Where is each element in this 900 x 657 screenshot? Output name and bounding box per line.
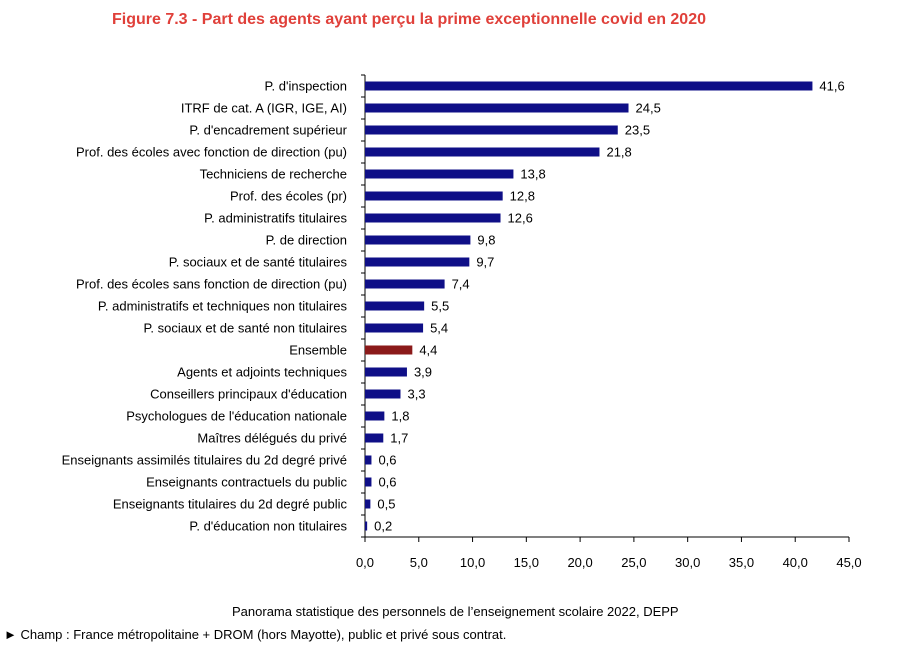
- bar: [365, 323, 424, 333]
- category-label: Agents et adjoints techniques: [177, 365, 347, 380]
- bar: [365, 103, 629, 113]
- value-label: 13,8: [520, 167, 545, 182]
- x-tick-label: 0,0: [356, 555, 374, 570]
- category-label: Prof. des écoles sans fonction de direct…: [76, 277, 347, 292]
- x-tick-label: 35,0: [729, 555, 754, 570]
- bar: [365, 411, 385, 421]
- value-label: 1,8: [391, 409, 409, 424]
- category-label: Enseignants assimilés titulaires du 2d d…: [62, 453, 347, 468]
- category-label: P. administratifs et techniques non titu…: [98, 299, 348, 314]
- bar: [365, 257, 470, 267]
- bar: [365, 169, 514, 179]
- category-label: P. d'encadrement supérieur: [189, 123, 347, 138]
- value-label: 1,7: [390, 431, 408, 446]
- bar: [365, 235, 471, 245]
- category-label: Prof. des écoles avec fonction de direct…: [76, 145, 347, 160]
- category-label: P. de direction: [266, 233, 347, 248]
- value-label: 24,5: [636, 101, 661, 116]
- bar: [365, 279, 445, 289]
- source-note: Panorama statistique des personnels de l…: [232, 604, 679, 619]
- bar: [365, 147, 600, 157]
- category-label: P. sociaux et de santé non titulaires: [143, 321, 347, 336]
- category-label: Conseillers principaux d'éducation: [150, 387, 347, 402]
- bar: [365, 433, 384, 443]
- bar: [365, 499, 371, 509]
- value-label: 3,3: [407, 387, 425, 402]
- bar: [365, 81, 813, 91]
- category-label: Techniciens de recherche: [200, 167, 347, 182]
- bar: [365, 345, 413, 355]
- x-tick-label: 40,0: [783, 555, 808, 570]
- category-label: ITRF de cat. A (IGR, IGE, AI): [181, 101, 347, 116]
- x-tick-label: 20,0: [567, 555, 592, 570]
- x-tick-label: 15,0: [514, 555, 539, 570]
- x-tick-label: 45,0: [836, 555, 861, 570]
- value-label: 3,9: [414, 365, 432, 380]
- category-label: P. administratifs titulaires: [204, 211, 347, 226]
- bar: [365, 477, 372, 487]
- value-label: 9,7: [476, 255, 494, 270]
- chart-title: Figure 7.3 - Part des agents ayant perçu…: [112, 11, 706, 28]
- value-label: 9,8: [477, 233, 495, 248]
- value-label: 5,4: [430, 321, 448, 336]
- chart-bars: [365, 81, 813, 531]
- bar: [365, 389, 401, 399]
- category-label: P. d'inspection: [265, 79, 347, 94]
- bar: [365, 521, 368, 531]
- category-label: Enseignants titulaires du 2d degré publi…: [113, 497, 348, 512]
- bar: [365, 125, 618, 135]
- bar-chart: 0,0 5,0 10,0 15,0 20,0 25,0 30,0 35,0 40,0 45,0 P…: [62, 74, 862, 570]
- x-tick-label: 25,0: [621, 555, 646, 570]
- category-label: P. sociaux et de santé titulaires: [169, 255, 348, 270]
- bar: [365, 301, 425, 311]
- bar: [365, 213, 501, 223]
- x-tick-label: 30,0: [675, 555, 700, 570]
- value-label: 0,2: [374, 519, 392, 534]
- x-tick-label: 10,0: [460, 555, 485, 570]
- value-label: 0,5: [377, 497, 395, 512]
- scope-note: ► Champ : France métropolitaine + DROM (…: [4, 627, 507, 642]
- category-label: Prof. des écoles (pr): [230, 189, 347, 204]
- x-tick-label: 5,0: [410, 555, 428, 570]
- value-label: 41,6: [819, 79, 844, 94]
- bar: [365, 455, 372, 465]
- bar: [365, 191, 503, 201]
- category-label: Psychologues de l'éducation nationale: [126, 409, 347, 424]
- value-label: 0,6: [378, 475, 396, 490]
- value-label: 5,5: [431, 299, 449, 314]
- value-label: 23,5: [625, 123, 650, 138]
- value-label: 12,6: [508, 211, 533, 226]
- category-label: P. d'éducation non titulaires: [189, 519, 347, 534]
- value-label: 0,6: [378, 453, 396, 468]
- chart-labels: P. d'inspection 41,6 ITRF de cat. A (IGR, …: [62, 79, 845, 534]
- value-label: 12,8: [510, 189, 535, 204]
- category-label: Enseignants contractuels du public: [146, 475, 347, 490]
- value-label: 7,4: [452, 277, 470, 292]
- value-label: 21,8: [606, 145, 631, 160]
- category-label: Maîtres délégués du privé: [197, 431, 347, 446]
- bar: [365, 367, 407, 377]
- category-label: Ensemble: [289, 343, 347, 358]
- value-label: 4,4: [419, 343, 437, 358]
